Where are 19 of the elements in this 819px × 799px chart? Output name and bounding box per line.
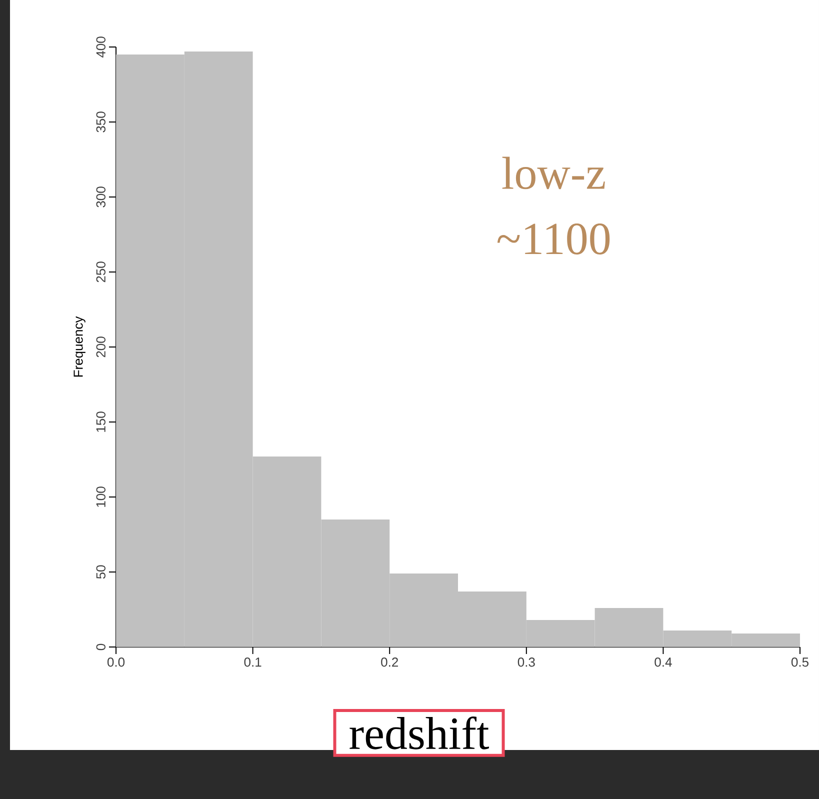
y-tick-label: 50	[96, 565, 106, 579]
y-tick-label: 250	[96, 262, 106, 282]
x-tick-label: 0.2	[381, 658, 398, 667]
y-tick-label: 300	[96, 186, 106, 208]
y-axis-title: Frequency	[74, 316, 86, 377]
x-axis-title: redshift	[350, 716, 490, 750]
y-tick-label: 350	[96, 112, 106, 132]
y-tick-label: 400	[96, 36, 106, 58]
x-tick-label: 0.5	[791, 658, 808, 667]
x-tick-label: 0.3	[518, 658, 535, 667]
y-tick-label: 200	[96, 336, 106, 358]
x-tick-label: 0.0	[107, 658, 125, 667]
y-tick-label: 150	[96, 412, 106, 432]
y-tick-label: 100	[96, 486, 106, 507]
annotation: low-z	[502, 156, 605, 190]
x-tick-label: 0.4	[654, 658, 672, 667]
annotation: ~1100	[497, 223, 610, 255]
x-tick-label: 0.1	[244, 658, 262, 667]
y-tick-label: 0	[96, 644, 106, 650]
